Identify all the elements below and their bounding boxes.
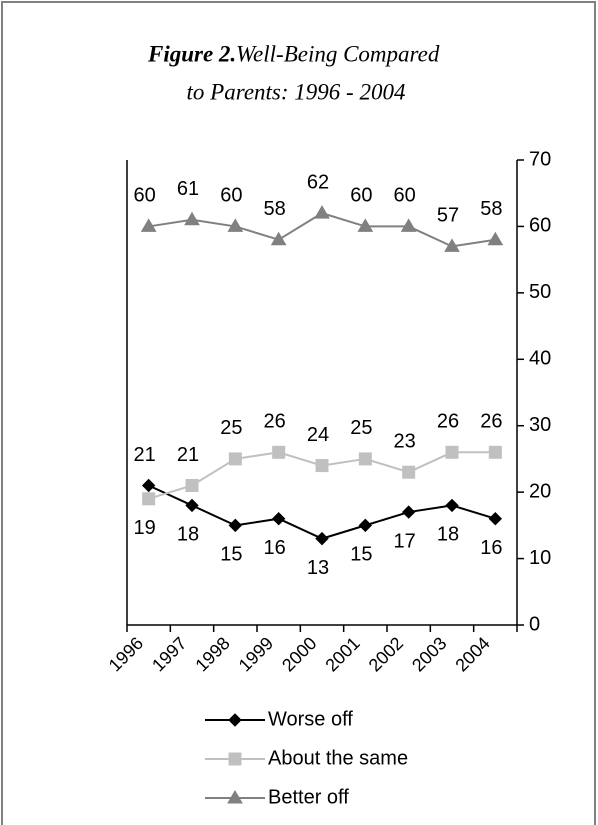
data-point: [315, 531, 329, 546]
data-point: [358, 518, 373, 533]
data-label: 24: [307, 424, 329, 446]
x-tick-label: 1999: [235, 633, 277, 675]
legend-marker: [228, 752, 242, 766]
x-tick-label: 2004: [451, 633, 493, 675]
data-label: 16: [264, 537, 286, 559]
data-label: 15: [220, 544, 242, 566]
data-label: 21: [177, 444, 199, 466]
data-label: 62: [307, 171, 329, 193]
x-tick-label: 2000: [278, 633, 320, 675]
data-label: 58: [480, 198, 502, 220]
y-tick-label: 70: [529, 148, 551, 170]
y-tick-label: 10: [529, 547, 551, 569]
data-point: [488, 512, 503, 526]
data-point: [444, 238, 460, 252]
data-point: [141, 478, 156, 493]
data-label: 25: [220, 417, 242, 439]
data-point: [314, 205, 330, 219]
legend-label: Better off: [268, 786, 349, 808]
data-label: 18: [437, 524, 459, 546]
data-point: [272, 445, 286, 459]
x-tick-label: 2002: [365, 633, 407, 675]
data-label: 21: [134, 444, 156, 466]
y-tick-label: 30: [529, 414, 551, 436]
data-point: [140, 218, 157, 232]
data-point: [315, 459, 329, 473]
data-point: [357, 218, 374, 232]
data-label: 13: [307, 557, 329, 579]
x-tick-label: 1996: [105, 633, 147, 675]
data-label: 61: [177, 178, 199, 200]
data-label: 60: [220, 185, 242, 207]
data-point: [400, 218, 417, 232]
data-label: 58: [264, 198, 286, 220]
data-label: 26: [437, 411, 459, 433]
data-point: [402, 465, 416, 479]
chart-title: to Parents: 1996 - 2004: [187, 79, 406, 104]
legend-marker: [227, 790, 243, 804]
data-label: 19: [134, 517, 156, 539]
data-point: [445, 445, 459, 459]
data-point: [487, 231, 504, 246]
legend-label: About the same: [268, 747, 408, 769]
data-point: [488, 445, 502, 459]
data-label: 18: [177, 524, 199, 546]
chart-title: Well-Being Compared: [236, 41, 440, 66]
y-tick-label: 60: [529, 215, 551, 237]
data-label: 26: [480, 411, 502, 433]
legend-label: Worse off: [268, 708, 353, 730]
x-tick-label: 1998: [191, 633, 233, 675]
data-point: [271, 512, 286, 526]
data-point: [228, 518, 243, 533]
y-tick-label: 40: [529, 348, 551, 370]
data-point: [185, 479, 199, 492]
data-point: [401, 505, 416, 519]
y-tick-label: 50: [529, 281, 551, 303]
figure-label: Figure 2.: [147, 41, 236, 66]
legend-marker: [228, 713, 242, 727]
data-label: 17: [394, 530, 416, 552]
data-point: [227, 218, 244, 232]
data-point: [358, 452, 372, 466]
data-label: 60: [350, 185, 372, 207]
data-point: [184, 211, 200, 226]
y-tick-label: 0: [529, 613, 540, 635]
data-label: 60: [134, 185, 156, 207]
data-label: 23: [394, 430, 416, 452]
data-label: 60: [394, 185, 416, 207]
data-point: [270, 231, 287, 246]
data-point: [185, 498, 199, 513]
x-tick-label: 2001: [321, 633, 363, 675]
y-tick-label: 20: [529, 480, 551, 502]
data-label: 15: [350, 544, 372, 566]
data-point: [445, 498, 459, 513]
data-label: 26: [264, 411, 286, 433]
data-point: [228, 452, 242, 466]
data-point: [142, 492, 156, 506]
data-label: 57: [437, 205, 459, 227]
data-label: 16: [480, 537, 502, 559]
x-tick-label: 2003: [408, 633, 450, 675]
data-label: 25: [350, 417, 372, 439]
x-tick-label: 1997: [148, 633, 190, 675]
